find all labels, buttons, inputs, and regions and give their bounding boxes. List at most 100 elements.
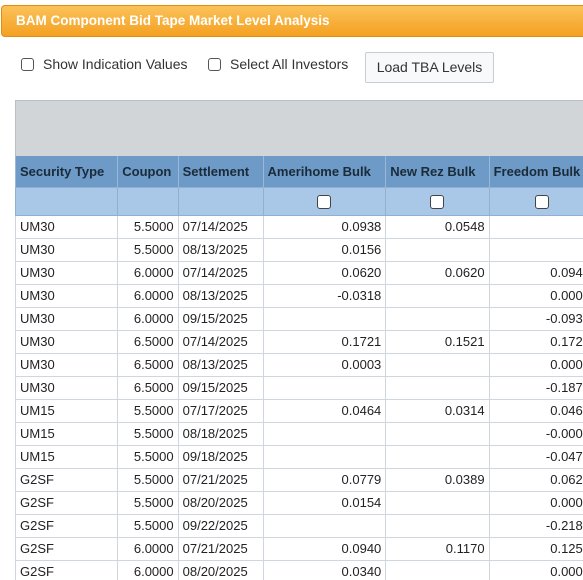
coupon-cell: 6.5000 xyxy=(118,376,178,399)
settlement-cell: 07/14/2025 xyxy=(178,261,263,284)
new-rez-bulk-cell: 0.0389 xyxy=(386,468,489,491)
settlement-cell: 07/21/2025 xyxy=(178,468,263,491)
coupon-cell: 5.5000 xyxy=(118,399,178,422)
security-type-cell: G2SF xyxy=(16,514,118,537)
select-all-investors-toggle[interactable]: Select All Investors xyxy=(208,56,348,72)
coupon-cell: 5.5000 xyxy=(118,514,178,537)
select-all-investors-checkbox[interactable] xyxy=(208,58,221,71)
coupon-cell: 6.0000 xyxy=(118,261,178,284)
column-header-amerihome-bulk[interactable]: Amerihome Bulk xyxy=(263,156,386,187)
new-rez-bulk-cell xyxy=(386,422,489,445)
amerihome-bulk-cell xyxy=(263,307,386,330)
new-rez-bulk-cell: 0.0314 xyxy=(386,399,489,422)
new-rez-bulk-select-checkbox[interactable] xyxy=(430,195,444,209)
amerihome-bulk-cell: 0.1721 xyxy=(263,330,386,353)
coupon-cell: 6.0000 xyxy=(118,537,178,560)
freedom-bulk-cell: 0.0629 xyxy=(489,468,583,491)
security-type-cell: G2SF xyxy=(16,468,118,491)
amerihome-bulk-cell: 0.0003 xyxy=(263,353,386,376)
amerihome-bulk-cell xyxy=(263,376,386,399)
freedom-bulk-cell: 0.1721 xyxy=(489,330,583,353)
security-type-cell: G2SF xyxy=(16,560,118,580)
settlement-cell: 07/21/2025 xyxy=(178,537,263,560)
new-rez-bulk-cell xyxy=(386,491,489,514)
coupon-cell: 5.5000 xyxy=(118,238,178,261)
market-level-grid: Security Type Coupon Settlement Amerihom… xyxy=(15,100,583,580)
amerihome-bulk-cell: 0.0154 xyxy=(263,491,386,514)
amerihome-bulk-cell xyxy=(263,514,386,537)
filter-cell xyxy=(118,187,178,215)
coupon-cell: 6.5000 xyxy=(118,353,178,376)
show-indication-values-toggle[interactable]: Show Indication Values xyxy=(21,56,188,72)
settlement-cell: 08/13/2025 xyxy=(178,238,263,261)
filter-cell xyxy=(16,187,118,215)
coupon-cell: 6.5000 xyxy=(118,330,178,353)
show-indication-values-checkbox[interactable] xyxy=(21,58,34,71)
new-rez-bulk-cell xyxy=(386,284,489,307)
new-rez-bulk-cell: 0.1521 xyxy=(386,330,489,353)
column-header-new-rez-bulk[interactable]: New Rez Bulk xyxy=(386,156,489,187)
security-type-cell: UM30 xyxy=(16,215,118,238)
settlement-cell: 09/15/2025 xyxy=(178,376,263,399)
new-rez-bulk-cell xyxy=(386,376,489,399)
security-type-cell: UM30 xyxy=(16,261,118,284)
column-header-security-type[interactable]: Security Type xyxy=(16,156,118,187)
freedom-bulk-cell: 0.0464 xyxy=(489,399,583,422)
settlement-cell: 07/14/2025 xyxy=(178,215,263,238)
security-type-cell: UM15 xyxy=(16,422,118,445)
coupon-cell: 6.0000 xyxy=(118,560,178,580)
freedom-bulk-select-checkbox[interactable] xyxy=(535,195,549,209)
security-type-cell: UM15 xyxy=(16,445,118,468)
settlement-cell: 08/20/2025 xyxy=(178,560,263,580)
load-tba-levels-button[interactable]: Load TBA Levels xyxy=(365,52,494,83)
amerihome-bulk-cell: 0.0938 xyxy=(263,215,386,238)
settlement-cell: 09/22/2025 xyxy=(178,514,263,537)
show-indication-values-label[interactable]: Show Indication Values xyxy=(43,56,188,72)
settlement-cell: 07/14/2025 xyxy=(178,330,263,353)
amerihome-bulk-cell: 0.0620 xyxy=(263,261,386,284)
freedom-bulk-cell: 0.0003 xyxy=(489,284,583,307)
coupon-cell: 6.0000 xyxy=(118,284,178,307)
market-level-table: Security Type Coupon Settlement Amerihom… xyxy=(15,156,583,580)
column-header-coupon[interactable]: Coupon xyxy=(118,156,178,187)
new-rez-bulk-cell: 0.0620 xyxy=(386,261,489,284)
new-rez-bulk-cell xyxy=(386,445,489,468)
new-rez-bulk-cell xyxy=(386,307,489,330)
coupon-cell: 5.5000 xyxy=(118,215,178,238)
security-type-cell: UM30 xyxy=(16,307,118,330)
freedom-bulk-cell: 0.0000 xyxy=(489,560,583,580)
filter-cell xyxy=(178,187,263,215)
amerihome-bulk-select-checkbox[interactable] xyxy=(317,195,331,209)
freedom-bulk-cell: 0.1250 xyxy=(489,537,583,560)
amerihome-bulk-cell xyxy=(263,422,386,445)
window-title: BAM Component Bid Tape Market Level Anal… xyxy=(16,13,330,28)
grid-group-header-band xyxy=(15,100,583,156)
new-rez-bulk-cell xyxy=(386,514,489,537)
column-header-freedom-bulk[interactable]: Freedom Bulk xyxy=(489,156,583,187)
freedom-bulk-cell: 0.0004 xyxy=(489,491,583,514)
security-type-cell: UM30 xyxy=(16,353,118,376)
freedom-bulk-cell: -0.0005 xyxy=(489,422,583,445)
select-all-investors-label[interactable]: Select All Investors xyxy=(230,56,348,72)
freedom-bulk-cell xyxy=(489,238,583,261)
security-type-cell: UM30 xyxy=(16,376,118,399)
column-header-settlement[interactable]: Settlement xyxy=(178,156,263,187)
security-type-cell: UM30 xyxy=(16,284,118,307)
